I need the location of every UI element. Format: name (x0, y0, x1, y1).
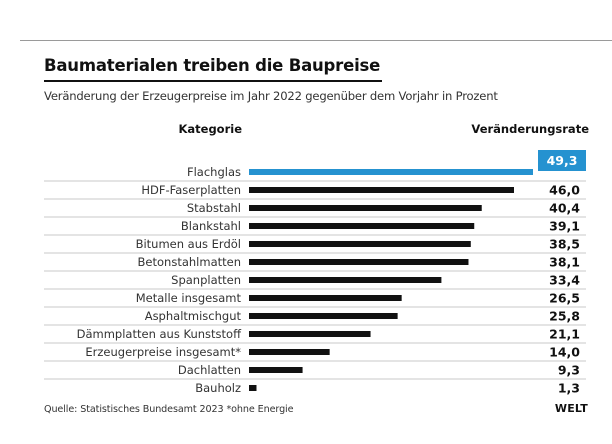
category-label-stabstahl: Stabstahl (187, 201, 241, 215)
category-label-dachlatten: Dachlatten (178, 363, 241, 377)
value-label-dammplatten-aus-kunststoff: 21,1 (549, 327, 580, 342)
bar-metalle-insgesamt (249, 295, 402, 301)
bar-bitumen-aus-erdol (249, 241, 471, 247)
value-label-stabstahl: 40,4 (549, 201, 580, 216)
value-label-bitumen-aus-erdol: 38,5 (549, 237, 580, 252)
chart-subtitle: Veränderung der Erzeugerpreise im Jahr 2… (44, 89, 498, 103)
bar-spanplatten (249, 277, 442, 283)
value-label-asphaltmischgut: 25,8 (549, 309, 580, 324)
bar-hdf-faserplatten (249, 187, 514, 193)
category-label-erzeugerpreise-insgesamt: Erzeugerpreise insgesamt* (85, 345, 241, 359)
value-column-header: Veränderungsrate (471, 122, 589, 136)
category-label-spanplatten: Spanplatten (171, 273, 241, 287)
category-label-bitumen-aus-erdol: Bitumen aus Erdöl (136, 237, 241, 251)
value-label-flachglas: 49,3 (547, 153, 578, 168)
value-label-dachlatten: 9,3 (558, 363, 580, 378)
category-column-header: Kategorie (178, 122, 242, 136)
bar-asphaltmischgut (249, 313, 398, 319)
category-label-bauholz: Bauholz (195, 381, 241, 395)
category-label-blankstahl: Blankstahl (181, 219, 241, 233)
bar-bauholz (249, 385, 257, 391)
value-label-spanplatten: 33,4 (549, 273, 580, 288)
top-rule (20, 40, 612, 41)
value-label-bauholz: 1,3 (558, 381, 580, 396)
welt-logo: WELT (554, 402, 588, 415)
bar-erzeugerpreise-insgesamt (249, 349, 330, 355)
value-badge-flachglas (538, 150, 586, 171)
source-note: Quelle: Statistisches Bundesamt 2023 *oh… (44, 404, 294, 415)
chart-title: Baumaterialen treiben die Baupreise (44, 56, 381, 75)
bar-stabstahl (249, 205, 482, 211)
value-label-metalle-insgesamt: 26,5 (549, 291, 580, 306)
bar-dachlatten (249, 367, 303, 373)
bar-flachglas (249, 169, 533, 175)
category-label-asphaltmischgut: Asphaltmischgut (145, 309, 242, 323)
bar-blankstahl (249, 223, 475, 229)
category-label-hdf-faserplatten: HDF-Faserplatten (141, 183, 241, 197)
value-label-blankstahl: 39,1 (549, 219, 580, 234)
value-label-erzeugerpreise-insgesamt: 14,0 (549, 345, 580, 360)
category-label-flachglas: Flachglas (187, 165, 241, 179)
bar-dammplatten-aus-kunststoff (249, 331, 371, 337)
category-label-dammplatten-aus-kunststoff: Dämmplatten aus Kunststoff (77, 327, 242, 341)
category-label-metalle-insgesamt: Metalle insgesamt (136, 291, 242, 305)
category-label-betonstahlmatten: Betonstahlmatten (138, 255, 241, 269)
bar-betonstahlmatten (249, 259, 469, 265)
value-label-hdf-faserplatten: 46,0 (549, 183, 580, 198)
value-label-betonstahlmatten: 38,1 (549, 255, 580, 270)
title-underline (44, 80, 382, 82)
